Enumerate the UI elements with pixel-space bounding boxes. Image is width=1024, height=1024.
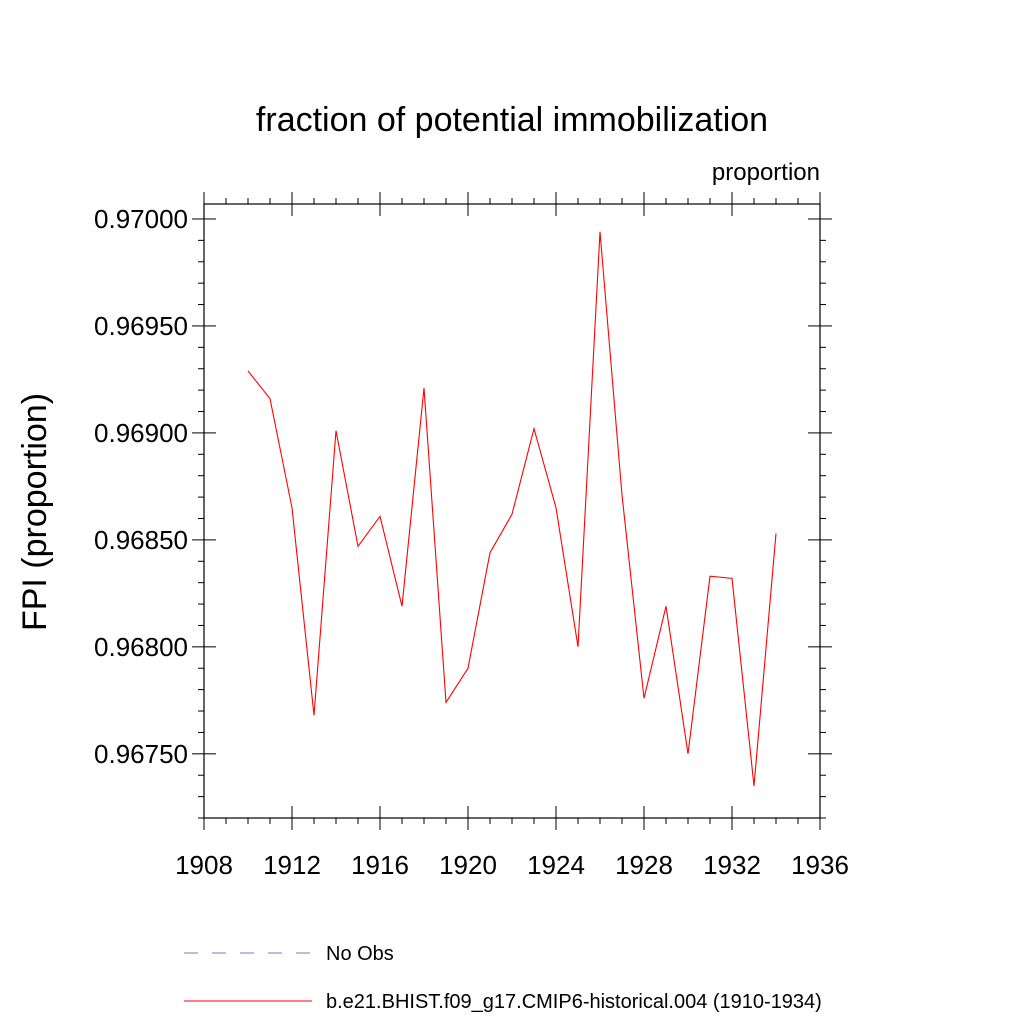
x-tick-label: 1924 xyxy=(527,850,585,880)
y-tick-label: 0.97000 xyxy=(94,204,188,234)
x-axis-ticks: 1908 1912 1916 1920 1924 1928 1932 1936 xyxy=(175,192,849,880)
x-tick-label: 1920 xyxy=(439,850,497,880)
x-tick-label: 1912 xyxy=(263,850,321,880)
y-tick-label: 0.96800 xyxy=(94,632,188,662)
x-tick-label: 1936 xyxy=(791,850,849,880)
plot-frame xyxy=(203,203,821,819)
y-tick-label: 0.96850 xyxy=(94,525,188,555)
y-tick-label: 0.96750 xyxy=(94,739,188,769)
x-tick-label: 1928 xyxy=(615,850,673,880)
y-axis-label: FPI (proportion) xyxy=(16,393,54,631)
x-tick-label: 1916 xyxy=(351,850,409,880)
x-tick-label: 1932 xyxy=(703,850,761,880)
data-series xyxy=(247,231,777,786)
legend-label-historical: b.e21.BHIST.f09_g17.CMIP6-historical.004… xyxy=(326,991,822,1013)
units-label: proportion xyxy=(712,159,820,186)
legend-label-no-obs: No Obs xyxy=(326,943,394,965)
y-axis-ticks: 0.96750 0.96800 0.96850 0.96900 0.96950 0.970… xyxy=(94,204,832,819)
y-tick-label: 0.96900 xyxy=(94,418,188,448)
series-line xyxy=(247,231,777,786)
x-tick-label: 1908 xyxy=(175,850,233,880)
legend: No Obs b.e21.BHIST.f09_g17.CMIP6-histori… xyxy=(184,943,822,1013)
chart-title: fraction of potential immobilization xyxy=(256,101,768,139)
y-tick-label: 0.96950 xyxy=(94,311,188,341)
